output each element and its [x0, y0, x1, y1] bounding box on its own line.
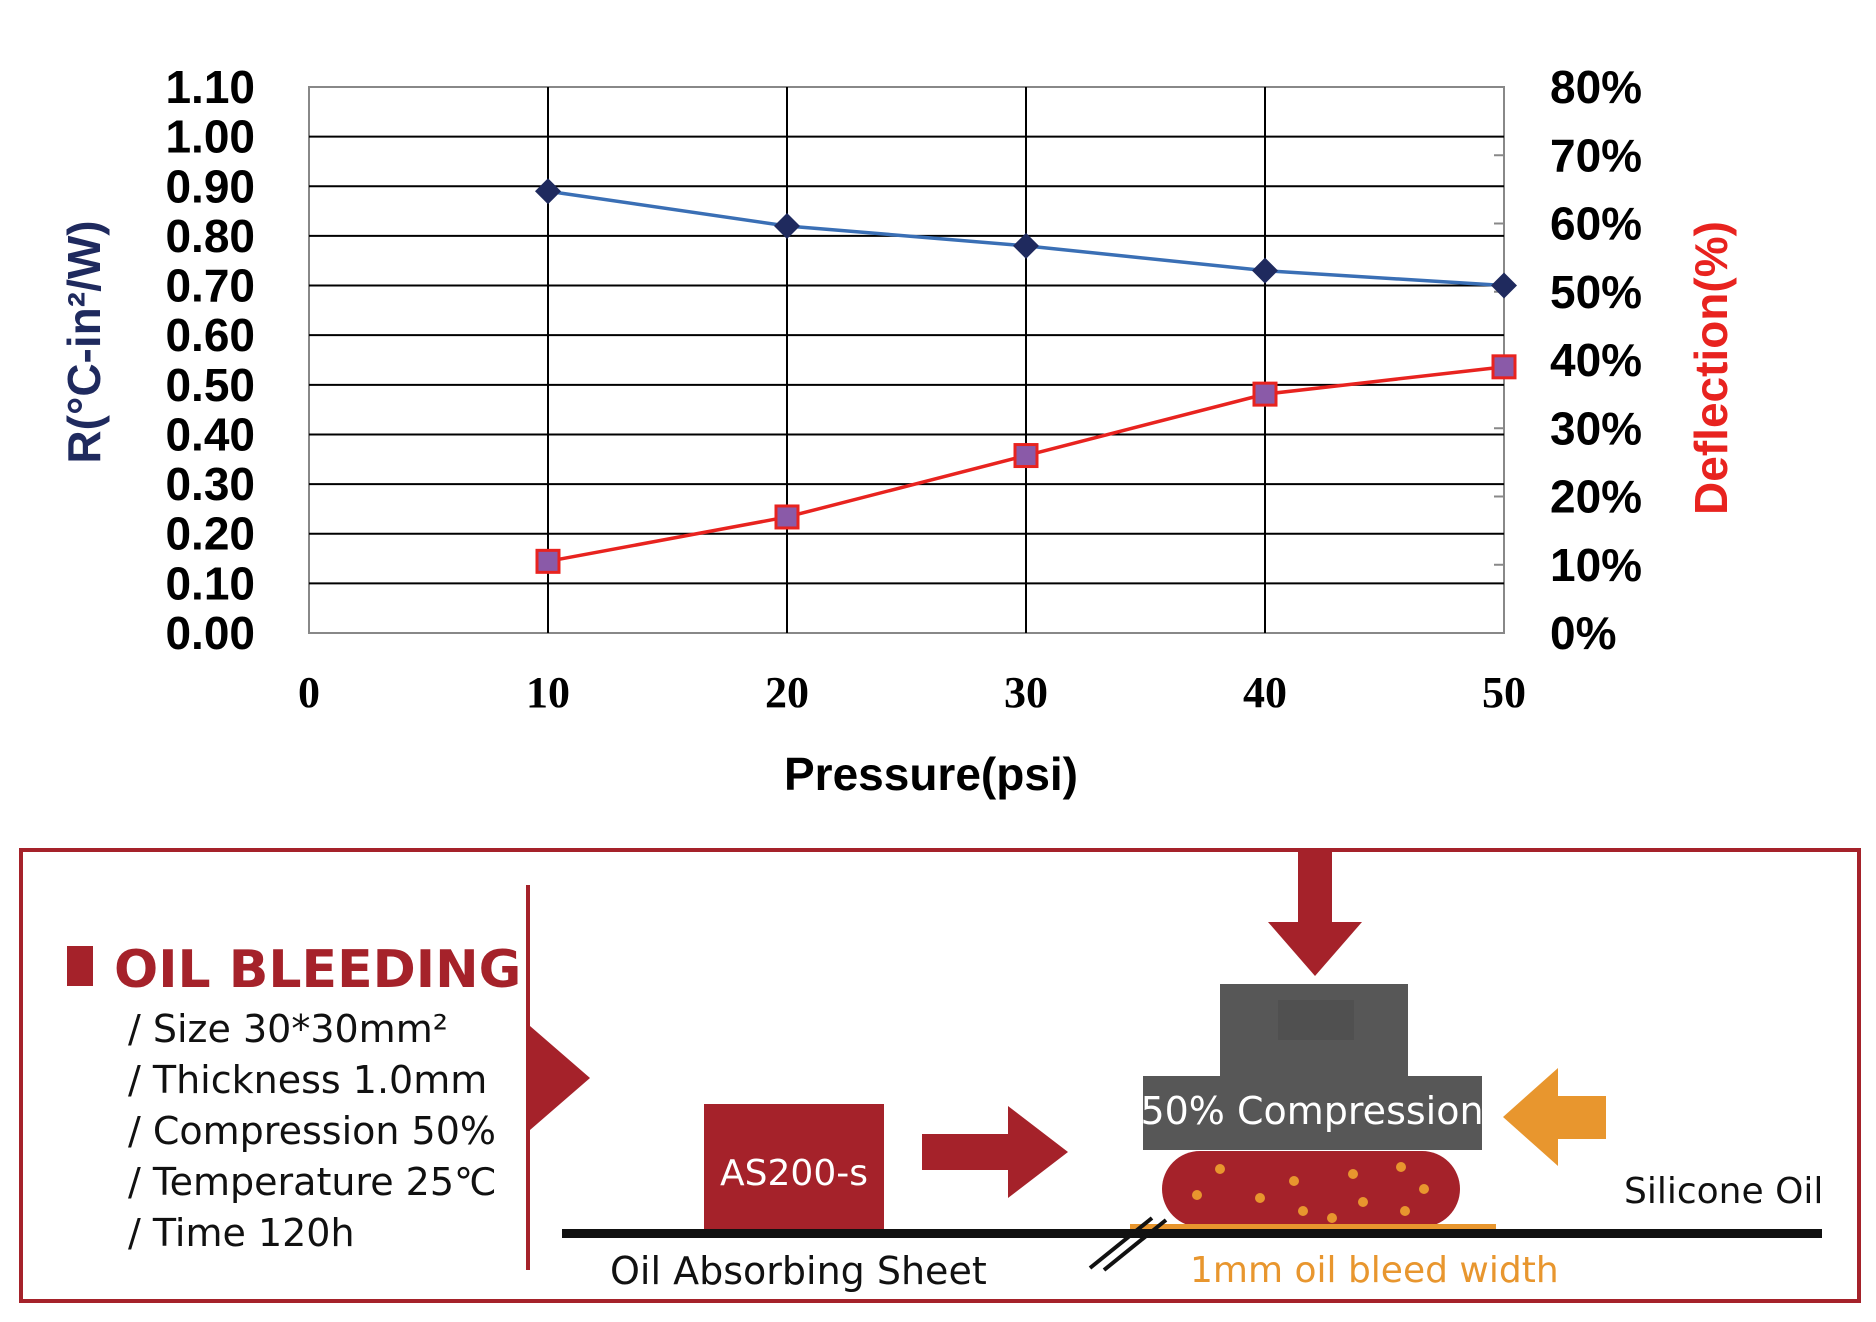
right-axis-title: Deflection(%) [1685, 221, 1737, 515]
spec-item: / Time 120h [128, 1211, 355, 1255]
red-right-arrow-icon [922, 1106, 1068, 1198]
series-2-point [774, 504, 800, 530]
press-block-inner [1278, 1000, 1354, 1040]
spec-item: / Thickness 1.0mm [128, 1058, 487, 1102]
right-tick-label: 0% [1550, 607, 1616, 659]
left-tick-label: 0.40 [165, 408, 255, 460]
series-markers [535, 178, 1517, 574]
left-tick-label: 0.00 [165, 607, 255, 659]
right-tick-label: 20% [1550, 471, 1642, 523]
left-tick-label: 0.60 [165, 309, 255, 361]
orange-left-arrow-icon [1503, 1068, 1606, 1166]
left-tick-label: 0.30 [165, 458, 255, 510]
spec-item: / Compression 50% [128, 1109, 496, 1153]
right-tick-label: 30% [1550, 402, 1642, 454]
left-tick-label: 1.10 [165, 61, 255, 113]
series-1-point [535, 178, 561, 205]
divider-arrow-icon [530, 1026, 590, 1130]
right-tick-label: 50% [1550, 266, 1642, 318]
compression-label: 50% Compression [1140, 1089, 1483, 1133]
break-mark-2 [1102, 1218, 1168, 1272]
series-1-point [1013, 232, 1039, 259]
x-tick-label: 40 [1243, 668, 1287, 717]
plot-area [308, 86, 1505, 634]
compressed-sample [1162, 1151, 1460, 1227]
press-down-arrow-icon [1268, 850, 1362, 976]
series-1-point [774, 212, 800, 239]
x-tick-label: 0 [298, 668, 320, 717]
compression-plate [1143, 1076, 1482, 1150]
left-tick-label: 0.10 [165, 557, 255, 609]
bleed-width-label: 1mm oil bleed width [1190, 1250, 1559, 1291]
plot-frame [308, 86, 1505, 634]
left-tick-label: 0.50 [165, 359, 255, 411]
right-tick-label: 80% [1550, 61, 1642, 113]
left-tick-label: 1.00 [165, 111, 255, 163]
oil-bleeding-panel: OIL BLEEDING / Size 30*30mm² / Thickness … [19, 848, 1861, 1303]
series-2-point [1491, 354, 1517, 380]
spec-item: / Temperature 25℃ [128, 1160, 497, 1204]
left-tick-label: 0.70 [165, 260, 255, 312]
grid-lines [309, 87, 1504, 633]
absorbing-sheet-line [562, 1229, 1822, 1238]
spec-list: / Size 30*30mm² / Thickness 1.0mm / Compre… [128, 1007, 497, 1255]
right-tick-label: 60% [1550, 198, 1642, 250]
right-tick-label: 40% [1550, 334, 1642, 386]
spec-item: / Size 30*30mm² [128, 1007, 448, 1051]
sample-label: AS200-s [720, 1153, 868, 1194]
break-mark-1 [1088, 1216, 1154, 1270]
right-tick-label: 70% [1550, 129, 1642, 181]
x-tick-label: 20 [765, 668, 809, 717]
title-bullet-icon [67, 946, 93, 986]
oil-droplets [1192, 1162, 1429, 1223]
silicone-oil-label: Silicone Oil [1624, 1171, 1823, 1212]
x-tick-label: 10 [526, 668, 570, 717]
series-2-point [1252, 381, 1278, 407]
series-1-point [1252, 257, 1278, 284]
panel-title: OIL BLEEDING [114, 940, 521, 1000]
x-axis-ticks: 0 10 20 30 40 50 [298, 668, 1526, 717]
x-tick-label: 50 [1482, 668, 1526, 717]
series-2-point [1013, 443, 1039, 469]
left-tick-label: 0.90 [165, 160, 255, 212]
left-axis-ticks: 1.101.000.900.800.700.600.500.400.300.20… [165, 61, 255, 659]
series-2-point [535, 548, 561, 574]
left-tick-label: 0.20 [165, 508, 255, 560]
oil-absorbing-sheet-label: Oil Absorbing Sheet [610, 1249, 987, 1293]
right-tick-label: 10% [1550, 539, 1642, 591]
left-axis-title: R(°C-in²/W) [58, 220, 110, 463]
series-1-point [1491, 272, 1517, 299]
x-tick-label: 30 [1004, 668, 1048, 717]
x-axis-title: Pressure(psi) [784, 748, 1078, 800]
sample-block [704, 1104, 884, 1232]
left-tick-label: 0.80 [165, 210, 255, 262]
right-axis-ticks: 80% 70% 60% 50% 40% 30% 20% 10% 0% [1494, 61, 1642, 659]
